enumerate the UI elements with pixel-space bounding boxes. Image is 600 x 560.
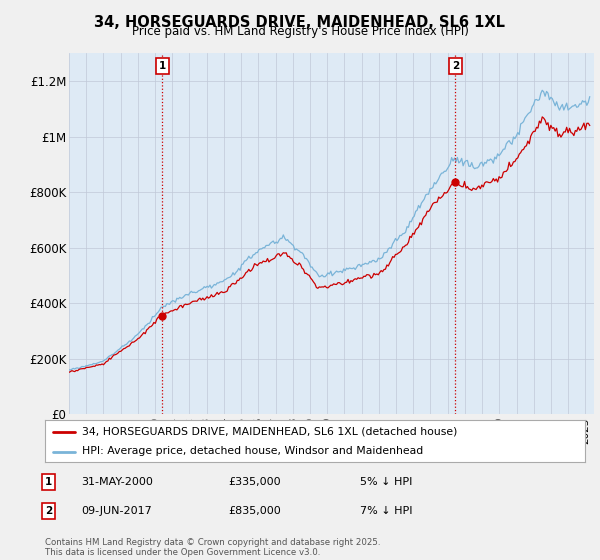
Text: 1: 1 — [158, 60, 166, 71]
Text: 34, HORSEGUARDS DRIVE, MAIDENHEAD, SL6 1XL: 34, HORSEGUARDS DRIVE, MAIDENHEAD, SL6 1… — [95, 15, 505, 30]
Text: 2: 2 — [452, 60, 459, 71]
Text: £335,000: £335,000 — [228, 477, 281, 487]
Text: 2: 2 — [45, 506, 52, 516]
Text: 1: 1 — [45, 477, 52, 487]
Text: £835,000: £835,000 — [228, 506, 281, 516]
Text: 09-JUN-2017: 09-JUN-2017 — [81, 506, 152, 516]
Text: 31-MAY-2000: 31-MAY-2000 — [81, 477, 153, 487]
Text: 5% ↓ HPI: 5% ↓ HPI — [360, 477, 412, 487]
Text: Price paid vs. HM Land Registry's House Price Index (HPI): Price paid vs. HM Land Registry's House … — [131, 25, 469, 38]
Text: Contains HM Land Registry data © Crown copyright and database right 2025.
This d: Contains HM Land Registry data © Crown c… — [45, 538, 380, 557]
Text: HPI: Average price, detached house, Windsor and Maidenhead: HPI: Average price, detached house, Wind… — [82, 446, 423, 456]
Text: 34, HORSEGUARDS DRIVE, MAIDENHEAD, SL6 1XL (detached house): 34, HORSEGUARDS DRIVE, MAIDENHEAD, SL6 1… — [82, 427, 457, 437]
Text: 7% ↓ HPI: 7% ↓ HPI — [360, 506, 413, 516]
